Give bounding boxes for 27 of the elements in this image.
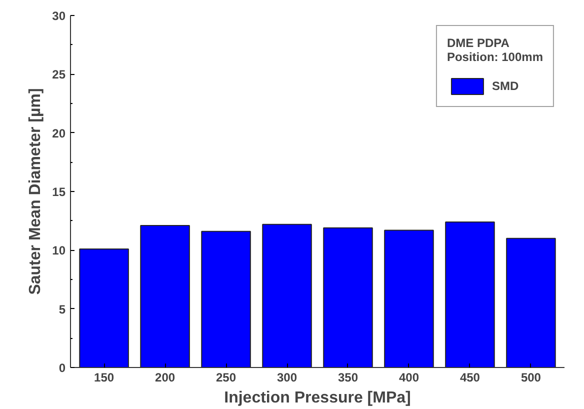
y-tick-label: 15 bbox=[52, 185, 66, 199]
bar bbox=[323, 227, 373, 368]
x-tick-label: 300 bbox=[276, 370, 298, 384]
x-axis-title: Injection Pressure [MPa] bbox=[224, 390, 411, 406]
bar bbox=[384, 230, 434, 368]
y-tick-label: 30 bbox=[52, 9, 66, 23]
x-tick-label: 250 bbox=[216, 370, 236, 384]
bar bbox=[262, 224, 312, 368]
y-tick-label: 10 bbox=[52, 244, 66, 258]
bar bbox=[140, 225, 190, 368]
x-tick-label: 350 bbox=[338, 370, 358, 384]
x-tick-label: 400 bbox=[398, 370, 420, 384]
legend-label: SMD bbox=[492, 79, 519, 93]
y-tick-label: 5 bbox=[58, 302, 66, 316]
bar bbox=[201, 230, 251, 368]
bar bbox=[506, 238, 556, 368]
bar bbox=[79, 248, 129, 368]
y-axis-title: Sauter Mean Diameter [µm] bbox=[27, 88, 44, 295]
x-tick-label: 200 bbox=[155, 370, 176, 384]
y-tick-label: 0 bbox=[58, 361, 66, 375]
bar bbox=[445, 222, 495, 368]
x-tick-label: 450 bbox=[460, 370, 480, 384]
x-tick-label: 500 bbox=[520, 370, 542, 384]
x-tick-label: 150 bbox=[94, 370, 114, 384]
y-tick-label: 20 bbox=[52, 126, 66, 140]
legend-title: DME PDPA Position: 100mm bbox=[446, 36, 543, 64]
y-tick-label: 25 bbox=[52, 68, 66, 82]
